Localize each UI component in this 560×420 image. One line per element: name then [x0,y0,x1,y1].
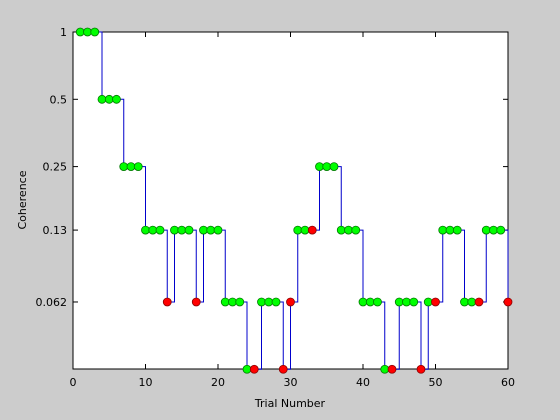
trial-marker-incorrect [286,297,295,307]
x-tick-label: 10 [139,376,153,389]
trial-marker-correct [126,162,136,172]
trial-marker-correct [489,225,498,235]
trial-marker-correct [336,225,346,235]
trial-marker-correct [97,94,107,104]
trial-marker-correct [460,297,469,307]
y-tick-labels: 1 0.5 0.25 0.13 0.062 [36,26,68,309]
trial-marker-correct [184,225,194,235]
x-tick-label: 40 [356,376,370,389]
trial-marker-incorrect [278,364,288,374]
trial-marker-incorrect [307,225,317,235]
y-tick-label: 0.5 [50,93,68,106]
trial-marker-correct [409,297,419,307]
trial-marker-correct [329,162,339,172]
trial-marker-correct [423,297,433,307]
x-tick-label: 0 [70,376,77,389]
trial-marker-correct [264,297,274,307]
trial-marker-correct [300,225,310,235]
trial-marker-correct [148,225,158,235]
trial-marker-correct [90,27,100,37]
trial-marker-correct [293,225,303,235]
trial-marker-correct [358,297,368,307]
trial-marker-correct [228,297,237,307]
trial-marker-correct [496,225,506,235]
trial-marker-incorrect [503,297,513,307]
trial-marker-correct [257,297,266,307]
trial-marker-correct [133,162,143,172]
trial-marker-correct [271,297,281,307]
y-tick-label: 1 [60,26,67,39]
trial-marker-correct [170,225,179,235]
x-tick-label: 50 [429,376,443,389]
trial-marker-correct [402,297,411,307]
trial-marker-incorrect [431,297,440,307]
trial-marker-incorrect [249,364,259,374]
y-tick-label: 0.13 [43,224,68,237]
x-tick-labels: 0 10 20 30 40 50 60 [70,376,516,389]
trial-marker-correct [104,94,114,104]
trial-marker-correct [141,225,150,235]
trial-marker-correct [351,225,361,235]
trial-marker-correct [481,225,491,235]
trial-marker-correct [199,225,208,235]
trial-marker-correct [438,225,448,235]
trial-marker-correct [322,162,332,172]
trial-marker-correct [206,225,216,235]
trial-marker-incorrect [191,297,201,307]
trial-marker-incorrect [416,364,426,374]
trial-marker-correct [315,162,324,172]
x-tick-label: 30 [284,376,298,389]
trial-marker-incorrect [387,364,397,374]
trial-marker-correct [112,94,121,104]
trial-marker-correct [213,225,223,235]
trial-marker-correct [235,297,245,307]
trial-marker-correct [394,297,404,307]
y-tick-label: 0.25 [43,161,68,174]
trial-marker-correct [75,27,85,37]
y-tick-label: 0.062 [36,296,68,309]
trial-marker-correct [373,297,382,307]
trial-marker-correct [242,364,252,374]
trial-marker-correct [83,27,92,37]
trial-marker-correct [344,225,353,235]
y-axis-label: Coherence [16,170,29,229]
trial-marker-correct [119,162,129,172]
trial-marker-incorrect [474,297,484,307]
trial-marker-correct [445,225,455,235]
trial-markers [75,27,513,374]
x-tick-label: 20 [211,376,225,389]
trial-marker-correct [220,297,230,307]
trial-marker-correct [365,297,375,307]
trial-marker-incorrect [162,297,172,307]
trial-marker-correct [467,297,477,307]
x-tick-label: 60 [501,376,515,389]
x-axis-label: Trial Number [254,397,326,410]
trial-marker-correct [155,225,165,235]
trial-marker-correct [380,364,390,374]
trial-marker-correct [177,225,187,235]
trial-marker-correct [452,225,462,235]
